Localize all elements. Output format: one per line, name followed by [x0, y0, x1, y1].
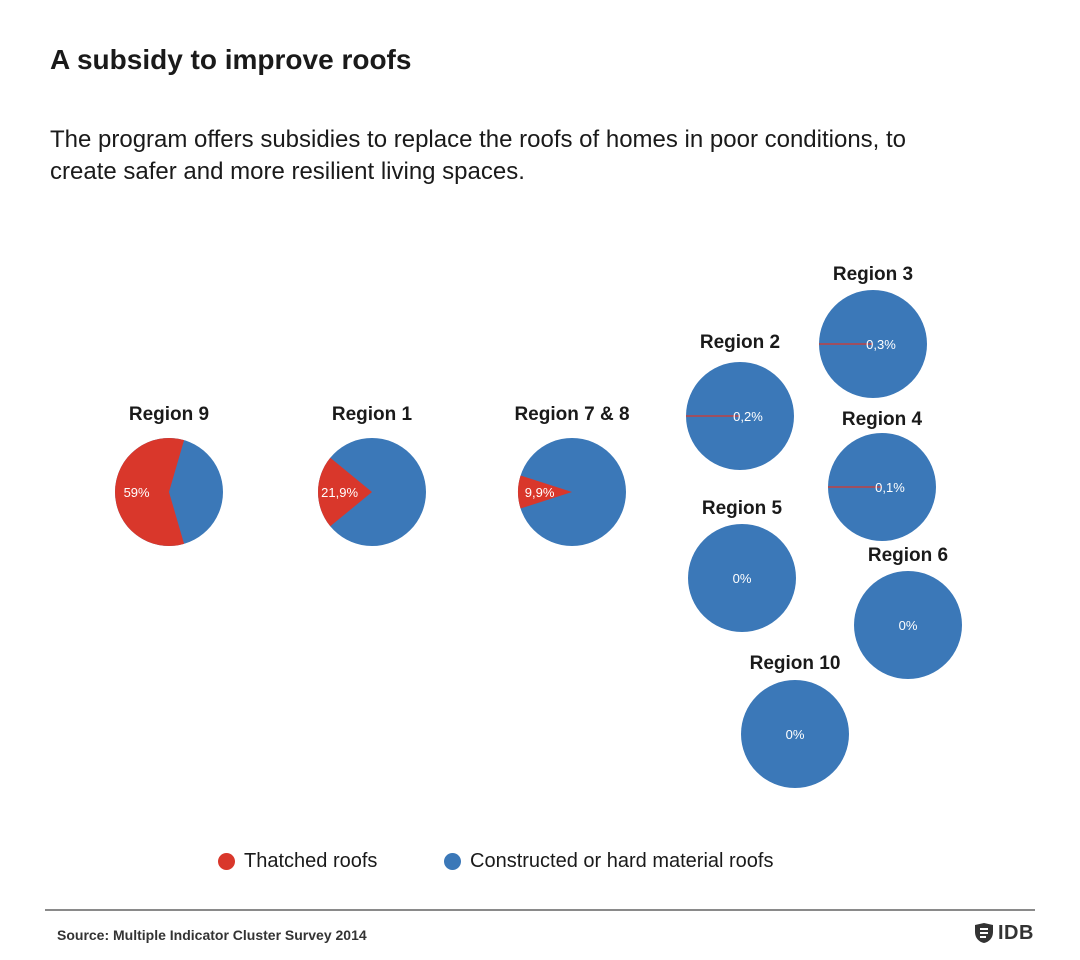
pie-title-region-10: Region 10	[750, 653, 841, 674]
slice-hard-region-10	[741, 680, 849, 788]
slice-hard-region-5	[688, 524, 796, 632]
pie-value-label-region-9: 59%	[124, 485, 150, 500]
slice-thatched-region-7-and-8	[518, 475, 572, 509]
legend-item-thatched: Thatched roofs	[218, 850, 377, 873]
legend-label-hard: Constructed or hard material roofs	[470, 850, 774, 872]
pie-title-region-5: Region 5	[702, 498, 783, 519]
pie-region-9: Region 9 59%	[115, 404, 223, 546]
pie-region-5: Region 5 0%	[688, 498, 796, 632]
pie-value-label-region-3: 0,3%	[866, 337, 896, 352]
source-note: Source: Multiple Indicator Cluster Surve…	[57, 927, 367, 943]
legend: Thatched roofs Constructed or hard mater…	[0, 850, 1080, 876]
pie-value-label-region-10: 0%	[786, 727, 805, 742]
legend-item-hard: Constructed or hard material roofs	[444, 850, 773, 873]
slice-hard-region-6	[854, 571, 962, 679]
pie-title-region-7-and-8: Region 7 & 8	[514, 404, 629, 425]
footer-divider	[45, 909, 1035, 911]
legend-swatch-thatched	[218, 853, 235, 870]
pie-value-label-region-1: 21,9%	[321, 485, 358, 500]
pie-region-3: Region 3 0,3%	[819, 264, 927, 398]
chart-title: A subsidy to improve roofs	[50, 44, 412, 75]
idb-logo-text: IDB	[998, 921, 1034, 944]
pie-value-label-region-7-and-8: 9,9%	[525, 485, 555, 500]
idb-logo-icon	[975, 923, 993, 943]
pie-value-label-region-4: 0,1%	[875, 480, 905, 495]
pie-value-label-region-6: 0%	[899, 618, 918, 633]
pie-region-2: Region 2 0,2%	[686, 332, 794, 470]
pie-title-region-2: Region 2	[700, 332, 780, 353]
pie-region-6: Region 6 0%	[854, 545, 962, 679]
pie-title-region-1: Region 1	[332, 404, 413, 425]
pie-title-region-9: Region 9	[129, 404, 209, 425]
pie-value-label-region-2: 0,2%	[733, 409, 763, 424]
pie-title-region-6: Region 6	[868, 545, 948, 566]
legend-label-thatched: Thatched roofs	[244, 850, 378, 872]
pie-region-1: Region 1 21,9%	[318, 404, 426, 546]
chart-subtitle: The program offers subsidies to replace …	[50, 126, 907, 185]
slice-thatched-region-1	[318, 457, 372, 527]
pie-region-10: Region 10 0%	[741, 653, 849, 788]
pie-title-region-3: Region 3	[833, 264, 913, 285]
idb-logo: IDB	[972, 921, 1034, 945]
slice-thatched-region-9	[115, 438, 185, 546]
legend-swatch-hard	[444, 853, 461, 870]
pie-value-label-region-5: 0%	[733, 571, 752, 586]
pie-region-4: Region 4 0,1%	[828, 409, 936, 541]
pie-region-7-and-8: Region 7 & 8 9,9%	[514, 404, 630, 546]
pie-title-region-4: Region 4	[842, 409, 923, 430]
